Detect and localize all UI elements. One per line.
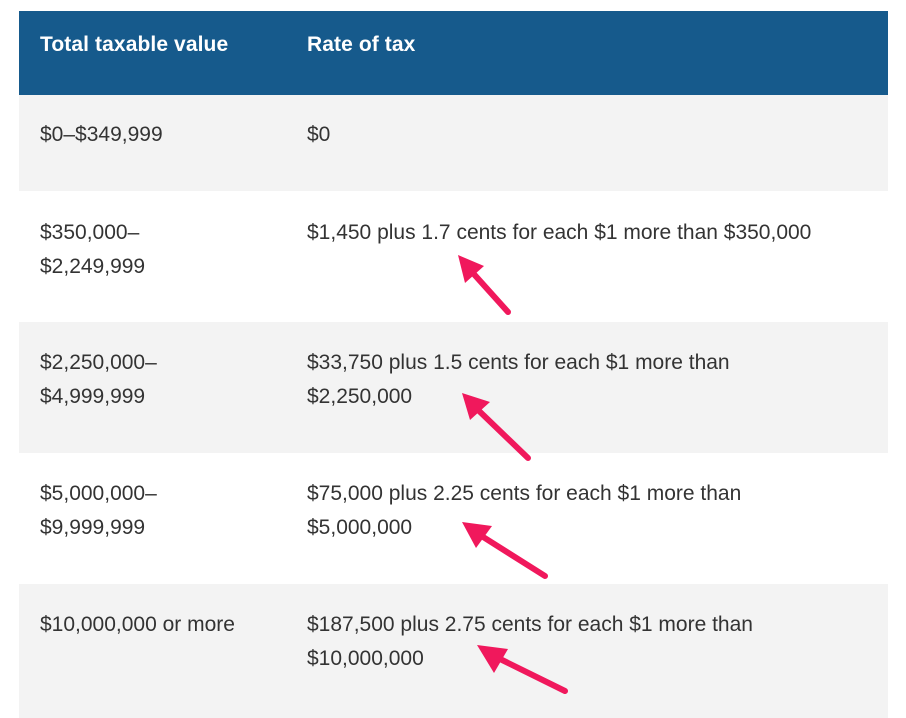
row-value: $0–$349,999	[40, 118, 280, 152]
rate-line-2: $10,000,000	[307, 647, 424, 670]
value-line-2: $2,249,999	[40, 255, 146, 278]
header-rate-of-tax: Rate of tax	[307, 33, 416, 56]
rate-line-1: $75,000 plus 2.25 cents for each $1 more…	[307, 482, 742, 505]
table-row: $5,000,000– $9,999,999 $75,000 plus 2.25…	[19, 453, 888, 584]
value-line-1: $5,000,000–	[40, 482, 157, 505]
value-line-1: $2,250,000–	[40, 351, 157, 374]
header-total-taxable-value: Total taxable value	[40, 33, 229, 56]
rate-line-2: $2,250,000	[307, 385, 413, 408]
table-row: $350,000– $2,249,999 $1,450 plus 1.7 cen…	[19, 191, 888, 322]
row-rate: $0	[307, 118, 867, 152]
rate-line-1: $0	[307, 123, 331, 146]
table-row: $2,250,000– $4,999,999 $33,750 plus 1.5 …	[19, 322, 888, 453]
rate-line-1: $33,750 plus 1.5 cents for each $1 more …	[307, 351, 730, 374]
row-value: $2,250,000– $4,999,999	[40, 346, 280, 414]
row-value: $10,000,000 or more	[40, 608, 280, 642]
table-row: $0–$349,999 $0	[19, 95, 888, 191]
value-line-1: $10,000,000 or more	[40, 613, 235, 636]
tax-rate-table: Total taxable value Rate of tax $0–$349,…	[19, 11, 888, 718]
table-header: Total taxable value Rate of tax	[19, 11, 888, 95]
row-rate: $1,450 plus 1.7 cents for each $1 more t…	[307, 216, 867, 250]
value-line-1: $350,000–	[40, 221, 140, 244]
row-value: $5,000,000– $9,999,999	[40, 477, 280, 545]
rate-line-1: $187,500 plus 2.75 cents for each $1 mor…	[307, 613, 753, 636]
value-line-2: $9,999,999	[40, 516, 146, 539]
table-row: $10,000,000 or more $187,500 plus 2.75 c…	[19, 584, 888, 718]
rate-line-2: $5,000,000	[307, 516, 413, 539]
row-rate: $75,000 plus 2.25 cents for each $1 more…	[307, 477, 867, 545]
value-line-1: $0–$349,999	[40, 123, 163, 146]
rate-line-1: $1,450 plus 1.7 cents for each $1 more t…	[307, 221, 812, 244]
row-value: $350,000– $2,249,999	[40, 216, 280, 284]
value-line-2: $4,999,999	[40, 385, 146, 408]
row-rate: $33,750 plus 1.5 cents for each $1 more …	[307, 346, 867, 414]
row-rate: $187,500 plus 2.75 cents for each $1 mor…	[307, 608, 867, 676]
